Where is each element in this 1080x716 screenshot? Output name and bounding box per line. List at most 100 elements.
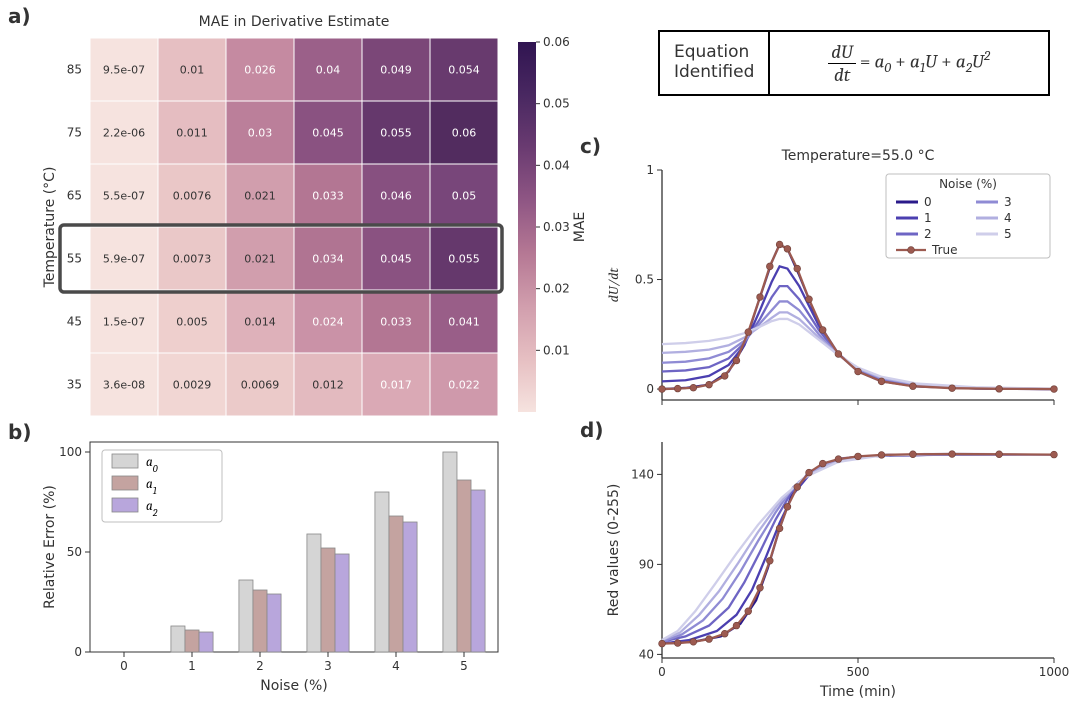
true-marker [835,456,842,463]
true-marker [766,557,773,564]
series-line [662,455,1054,642]
bar-ylabel: Relative Error (%) [42,485,58,609]
xtick: 0 [658,665,666,679]
heatmap-cell-value: 0.055 [380,127,412,140]
bar [253,590,267,652]
true-marker [806,296,813,303]
true-marker [690,384,697,391]
heatmap-ytick: 75 [67,126,82,140]
true-marker [784,245,791,252]
true-marker [721,373,728,380]
bar [335,554,349,652]
legend-swatch [112,454,138,468]
xlabel: Time (min) [819,684,896,700]
heatmap-cell-value: 0.022 [448,379,480,392]
equation-body: dU dt = a0 + a1U + a2U2 [770,32,1048,94]
true-marker [835,351,842,358]
heatmap-cell-value: 0.045 [312,127,344,140]
heatmap-ytick: 45 [67,315,82,329]
colorbar-tick: 0.03 [543,220,570,234]
heatmap-cell-value: 0.01 [180,64,205,77]
colorbar-tick: 0.06 [543,35,570,49]
bar-ytick: 100 [59,445,82,459]
true-marker [784,503,791,510]
heatmap-cell-value: 5.9e-07 [103,253,145,266]
legend-label: 0 [924,195,932,209]
heatmap-ytick: 85 [67,63,82,77]
legend-swatch [112,476,138,490]
colorbar-tick: 0.01 [543,343,570,357]
bar-ytick: 50 [67,545,82,559]
heatmap-cell-value: 0.011 [176,127,208,140]
heatmap-cell-value: 0.0076 [173,190,212,203]
bar-xlabel: Noise (%) [260,678,328,694]
xtick: 500 [847,665,870,679]
heatmap-cell-value: 0.034 [312,253,344,266]
ylabel: Red values (0-255) [606,484,622,617]
true-marker [794,484,801,491]
true-marker [1051,386,1058,393]
true-marker [776,241,783,248]
bar-xtick: 3 [324,659,332,673]
heatmap-cell-value: 0.021 [244,253,276,266]
heatmap-cell-value: 0.05 [452,190,477,203]
legend-swatch [112,498,138,512]
bar [389,516,403,652]
bar-chart: 050100012345Noise (%)Relative Error (%)a… [32,430,552,710]
equation-title-line1: Equation [674,42,749,62]
heatmap-cell-value: 0.017 [380,379,412,392]
true-marker [996,385,1003,392]
equation-rhs: = a0 + a1U + a2U2 [860,49,990,76]
heatmap-cell-value: 0.03 [248,127,273,140]
heatmap-cell-value: 2.2e-06 [103,127,145,140]
true-marker [690,638,697,645]
true-marker [733,357,740,364]
true-marker [757,584,764,591]
bar [199,632,213,652]
true-marker [659,640,666,647]
heatmap-cell-value: 0.049 [380,64,412,77]
true-marker [659,386,666,393]
ytick: 90 [639,557,654,571]
bar-xtick: 5 [460,659,468,673]
equation-title: Equation Identified [660,32,770,94]
legend-label: 1 [924,211,932,225]
heatmap-ytick: 55 [67,252,82,266]
true-marker [949,451,956,458]
colorbar [518,42,536,412]
equation-title-line2: Identified [674,62,754,82]
legend-true: True [931,243,958,257]
bar [307,534,321,652]
bar [457,480,471,652]
equation-lhs-num: dU [828,41,856,64]
bar [321,548,335,652]
heatmap-ytick: 35 [67,378,82,392]
heatmap: MAE in Derivative Estimate9.5e-070.010.0… [32,10,592,430]
heatmap-cell-value: 0.041 [448,316,480,329]
heatmap-cell-value: 0.046 [380,190,412,203]
heatmap-ytick: 65 [67,189,82,203]
true-marker [909,383,916,390]
true-marker [766,263,773,270]
legend-label: 5 [1004,227,1012,241]
panel-label-b: b) [8,420,31,444]
colorbar-label: MAE [572,212,588,243]
colorbar-tick: 0.02 [543,282,570,296]
heatmap-cell-value: 0.033 [312,190,344,203]
heatmap-cell-value: 0.0073 [173,253,212,266]
true-marker [674,385,681,392]
true-marker [674,640,681,647]
colorbar-tick: 0.05 [543,97,570,111]
bar [443,452,457,652]
true-marker [757,294,764,301]
true-marker [878,378,885,385]
heatmap-cell-value: 0.06 [452,127,477,140]
true-marker [721,630,728,637]
panel-title: Temperature=55.0 °C [781,148,935,164]
heatmap-ylabel: Temperature (°C) [42,167,58,289]
legend-label: 4 [1004,211,1012,225]
true-marker [706,636,713,643]
true-marker [855,368,862,375]
true-marker [949,385,956,392]
line-chart-dudt: 00.51dU/dtTemperature=55.0 °CNoise (%)01… [600,142,1070,422]
